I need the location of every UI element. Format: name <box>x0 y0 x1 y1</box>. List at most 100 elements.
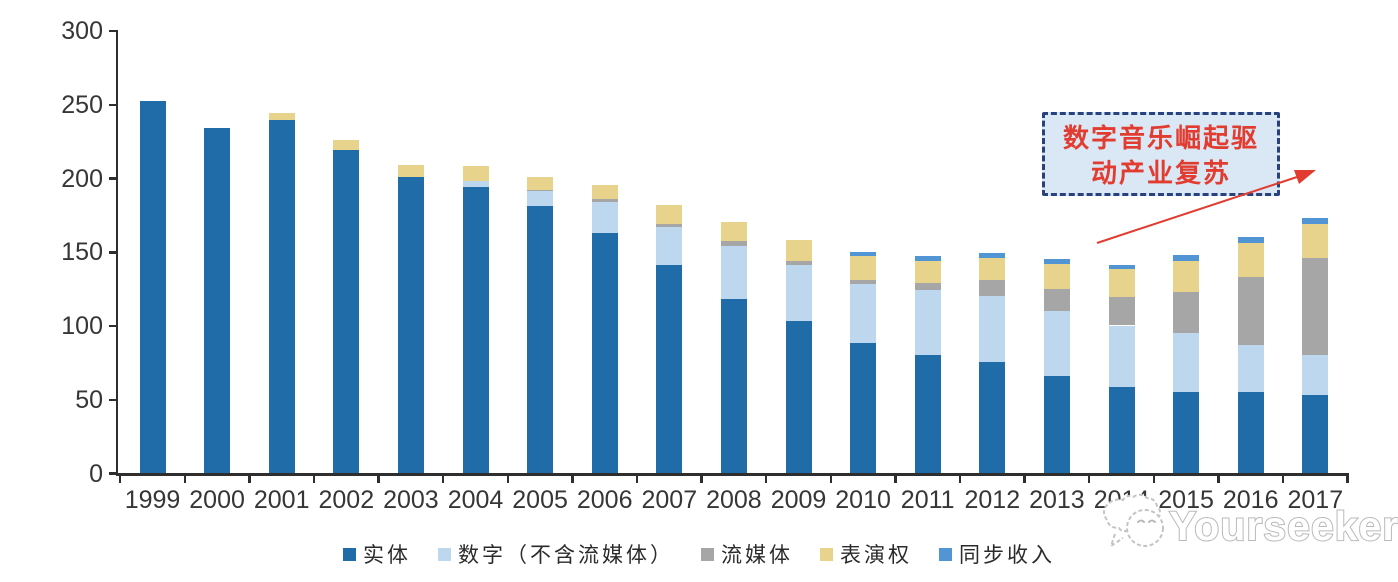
x-tick <box>1281 473 1285 483</box>
bar-segment-同步收入-2011 <box>914 256 941 261</box>
x-tick-label-2015: 2015 <box>1158 486 1214 514</box>
legend-item-同步收入: 同步收入 <box>939 539 1055 569</box>
x-tick <box>635 473 639 483</box>
x-tick <box>183 473 187 483</box>
bar-segment-实体-2010 <box>850 343 877 473</box>
y-tick-label: 200 <box>61 164 103 193</box>
bar-segment-数字（不含流媒体）-2005 <box>527 191 554 207</box>
bar-segment-流媒体-2010 <box>850 279 877 285</box>
x-tick <box>1023 473 1026 483</box>
bar-segment-实体-2008 <box>720 298 747 473</box>
bar-segment-同步收入-2014 <box>1108 265 1135 270</box>
x-tick <box>764 473 768 483</box>
bar-segment-流媒体-2007 <box>656 223 683 227</box>
bar-segment-同步收入-2010 <box>850 251 877 257</box>
x-tick-label-2012: 2012 <box>964 486 1021 514</box>
x-tick <box>312 473 316 483</box>
bar-segment-实体-2012 <box>979 362 1006 473</box>
x-tick <box>118 473 122 483</box>
bar-segment-表演权-2001 <box>268 113 295 121</box>
x-tick-label-2003: 2003 <box>383 486 439 514</box>
legend-item-表演权: 表演权 <box>820 539 912 569</box>
bar-segment-表演权-2008 <box>720 222 747 242</box>
legend-item-实体: 实体 <box>343 539 411 569</box>
bar-segment-实体-2009 <box>785 321 812 473</box>
bar-segment-流媒体-2008 <box>720 241 747 246</box>
x-tick <box>506 473 510 483</box>
legend: 实体 数字（不含流媒体） 流媒体 表演权 同步收入 <box>0 539 1398 569</box>
watermark-text: Yourseeker <box>1169 503 1398 549</box>
legend-item-流媒体: 流媒体 <box>701 539 793 569</box>
bar-segment-数字（不含流媒体）-2011 <box>914 290 941 355</box>
legend-label: 实体 <box>363 543 411 567</box>
x-tick-label-2009: 2009 <box>770 486 827 514</box>
y-tick-label: 0 <box>89 459 103 488</box>
y-tick-label: 250 <box>61 90 103 119</box>
x-tick-label-2011: 2011 <box>900 486 955 514</box>
watermark: Yourseeker <box>1093 490 1398 565</box>
bar-segment-实体-2013 <box>1043 375 1070 473</box>
bar-segment-同步收入-2012 <box>979 253 1006 258</box>
bar-segment-数字（不含流媒体）-2007 <box>656 226 683 266</box>
bar-segment-流媒体-2014 <box>1108 297 1135 326</box>
bar-segment-实体-2005 <box>527 206 554 473</box>
bar-segment-数字（不含流媒体）-2014 <box>1108 325 1135 388</box>
bar-segment-流媒体-2013 <box>1043 288 1070 311</box>
bar-segment-实体-2003 <box>397 176 424 473</box>
legend-swatch-icon <box>820 547 833 561</box>
x-tick <box>894 473 897 483</box>
bar-segment-同步收入-2013 <box>1043 259 1070 264</box>
x-tick-label-2008: 2008 <box>706 486 762 514</box>
bar-segment-表演权-2014 <box>1108 269 1135 298</box>
x-tick-label-2000: 2000 <box>189 486 245 514</box>
x-tick-label-2017: 2017 <box>1287 486 1344 514</box>
annotation-callout: 数字音乐崛起驱 动产业复苏 <box>1042 112 1280 196</box>
x-tick <box>1087 473 1091 483</box>
bar-segment-实体-2014 <box>1108 387 1135 473</box>
bar-segment-同步收入-2017 <box>1302 217 1329 224</box>
bar-segment-表演权-2006 <box>591 185 618 199</box>
bar-segment-表演权-2007 <box>656 204 683 224</box>
x-tick <box>958 473 962 483</box>
bar-segment-表演权-2012 <box>979 257 1006 280</box>
y-tick <box>109 29 118 33</box>
bar-segment-同步收入-2015 <box>1173 254 1200 261</box>
x-tick-label-2004: 2004 <box>447 486 504 514</box>
bar-segment-数字（不含流媒体）-2016 <box>1237 344 1264 392</box>
bar-segment-流媒体-2005 <box>527 189 554 192</box>
legend-label: 同步收入 <box>959 543 1055 567</box>
x-tick <box>1346 473 1349 483</box>
bar-segment-实体-2017 <box>1302 394 1329 473</box>
y-tick <box>109 324 118 328</box>
bar-segment-数字（不含流媒体）-2009 <box>785 265 812 322</box>
legend-swatch-icon <box>939 547 952 561</box>
bar-segment-表演权-2011 <box>914 260 941 283</box>
bar-segment-表演权-2005 <box>527 176 554 190</box>
y-tick-label: 50 <box>75 385 103 414</box>
bar-segment-实体-2000 <box>204 127 231 473</box>
y-tick-label: 300 <box>61 17 103 45</box>
x-axis-line <box>115 473 1348 476</box>
bar-segment-实体-2002 <box>333 149 360 473</box>
bar-segment-数字（不含流媒体）-2017 <box>1302 355 1329 395</box>
bar-segment-表演权-2004 <box>462 166 489 181</box>
x-tick <box>1152 473 1156 483</box>
bar-segment-流媒体-2012 <box>979 279 1006 296</box>
bar-segment-流媒体-2016 <box>1237 276 1264 345</box>
y-tick <box>109 177 118 180</box>
bar-segment-实体-1999 <box>139 101 166 473</box>
x-tick-label-2001: 2001 <box>253 486 310 514</box>
bar-segment-表演权-2016 <box>1237 242 1264 277</box>
x-tick-label-2006: 2006 <box>576 486 633 514</box>
bar-segment-流媒体-2006 <box>591 198 618 202</box>
bar-segment-数字（不含流媒体）-2004 <box>462 180 489 187</box>
x-tick <box>441 473 445 483</box>
x-tick <box>248 473 251 483</box>
bar-segment-数字（不含流媒体）-2015 <box>1173 332 1200 392</box>
y-tick <box>109 472 118 475</box>
bar-segment-流媒体-2017 <box>1302 257 1329 355</box>
bar-segment-表演权-2009 <box>785 239 812 261</box>
y-tick <box>109 103 118 106</box>
bar-segment-实体-2007 <box>656 265 683 473</box>
